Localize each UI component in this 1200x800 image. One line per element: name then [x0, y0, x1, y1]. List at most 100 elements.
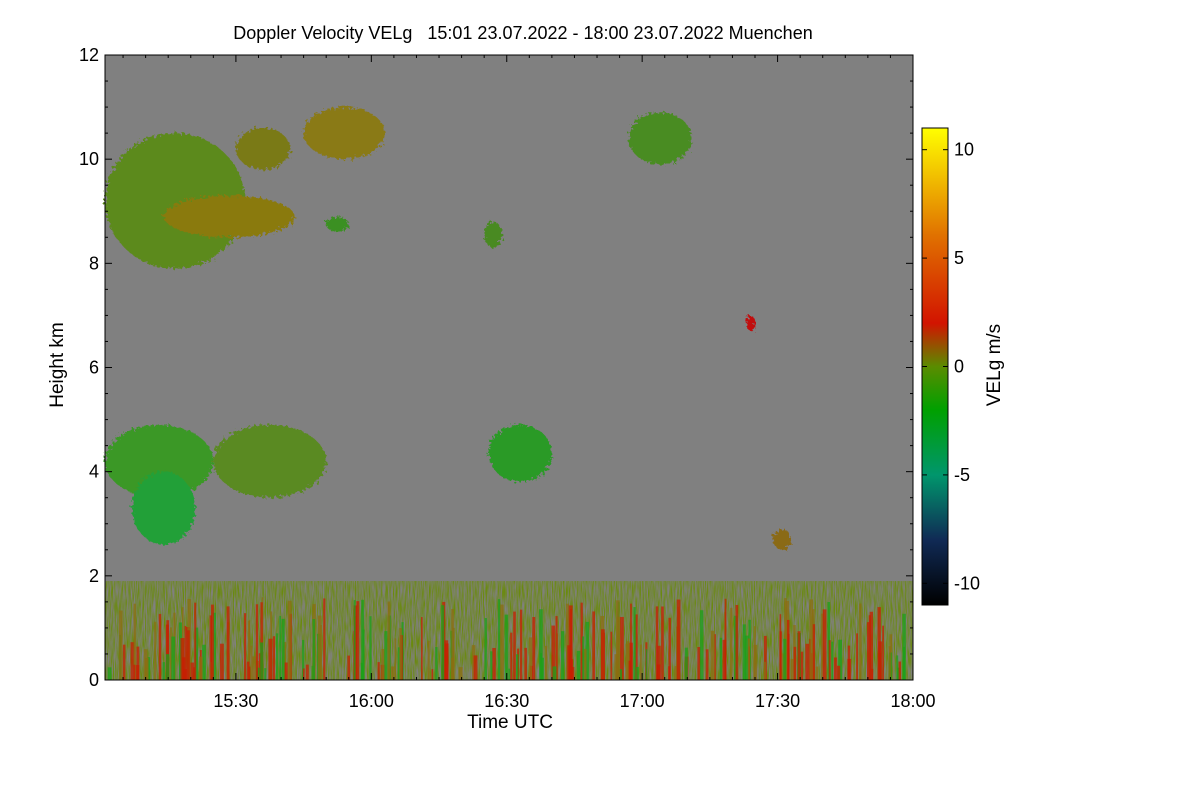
boundary-streak [513, 611, 516, 680]
boundary-streak [684, 647, 688, 680]
boundary-streak [897, 667, 900, 680]
boundary-streak [541, 657, 545, 680]
boundary-streak [831, 641, 834, 680]
boundary-streak [898, 661, 902, 680]
boundary-streak [630, 603, 632, 680]
boundary-streak [435, 647, 438, 680]
boundary-streak [592, 611, 596, 680]
boundary-streak [209, 615, 213, 680]
boundary-streak [118, 610, 123, 680]
boundary-streak [356, 601, 360, 680]
boundary-streak [264, 668, 267, 680]
x-tick-label-3: 17:00 [620, 691, 665, 711]
boundary-streak [287, 600, 292, 680]
boundary-streak [284, 662, 288, 680]
boundary-streak [639, 644, 642, 680]
boundary-streak [610, 631, 613, 680]
boundary-streak [490, 651, 493, 680]
boundary-streak [866, 622, 870, 680]
boundary-streak [187, 630, 190, 680]
boundary-streak [133, 603, 137, 680]
x-tick-label-0: 15:30 [213, 691, 258, 711]
boundary-streak [312, 619, 316, 680]
boundary-streak [793, 646, 797, 680]
boundary-streak [565, 603, 570, 680]
boundary-streak [210, 604, 214, 680]
y-axis-label: Height km [47, 322, 68, 408]
boundary-streak [545, 645, 548, 680]
colorbar-tick-label-4: -10 [954, 573, 980, 593]
boundary-streak [377, 662, 380, 680]
boundary-streak [753, 626, 756, 680]
boundary-streak [497, 599, 501, 680]
boundary-streak [484, 618, 487, 680]
boundary-streak [783, 638, 787, 680]
region-mid-cloud-streaks [213, 424, 327, 498]
boundary-streak [763, 661, 766, 680]
boundary-streak [838, 639, 843, 680]
region-red-patch-1725 [745, 315, 756, 332]
boundary-streak [122, 644, 126, 680]
boundary-streak [600, 629, 605, 680]
boundary-streak [676, 599, 681, 680]
boundary-streak [281, 618, 285, 680]
boundary-streak [719, 637, 723, 680]
boundary-streak [540, 653, 543, 680]
boundary-streak [551, 625, 556, 680]
x-axis: 15:30 16:00 16:30 17:00 17:30 18:00 [122, 55, 936, 711]
boundary-streak [882, 625, 884, 680]
boundary-streak [878, 641, 883, 680]
boundary-streak [165, 654, 170, 680]
boundary-streak [260, 602, 263, 680]
boundary-streak [260, 642, 264, 680]
boundary-streak [361, 599, 365, 680]
boundary-streak [255, 604, 259, 680]
boundary-streak [135, 665, 140, 680]
boundary-streak [763, 635, 767, 680]
boundary-streak [812, 624, 816, 680]
boundary-streak [699, 610, 704, 680]
boundary-streak [154, 621, 157, 680]
region-mid-cloud-left [105, 424, 214, 498]
boundary-streak [133, 664, 136, 680]
region-boundary-layer [105, 581, 913, 680]
y-tick-label-2: 4 [89, 462, 99, 482]
boundary-streak [585, 621, 590, 680]
boundary-streak [747, 638, 750, 680]
boundary-streak [441, 605, 445, 680]
boundary-streak [645, 649, 648, 680]
x-tick-label-4: 17:30 [755, 691, 800, 711]
boundary-streak [136, 646, 140, 680]
boundary-streak [836, 665, 841, 680]
boundary-streak [162, 662, 165, 680]
colorbar-ticks: 10 5 0 -5 -10 [922, 140, 980, 593]
boundary-streak [170, 627, 172, 680]
boundary-streak [529, 637, 533, 680]
boundary-streak [628, 660, 631, 680]
boundary-streak [561, 631, 565, 680]
boundary-streak [226, 606, 230, 680]
boundary-streak [655, 606, 659, 680]
boundary-streak [871, 668, 874, 680]
y-axis: 0 2 4 6 8 10 12 [79, 45, 913, 690]
boundary-streak [582, 636, 585, 680]
boundary-streak [427, 640, 430, 680]
boundary-streak [697, 646, 701, 680]
boundary-streak [302, 668, 305, 680]
region-upper-cloud-streak [235, 127, 291, 170]
boundary-streak [244, 613, 247, 680]
boundary-streak [184, 625, 187, 680]
boundary-streak [636, 666, 639, 680]
boundary-streak [431, 669, 434, 680]
boundary-streak [779, 614, 782, 680]
boundary-streak [302, 639, 305, 680]
chart-title: Doppler Velocity VELg 15:01 23.07.2022 -… [233, 23, 812, 43]
boundary-streak [744, 635, 749, 680]
boundary-streak [450, 657, 455, 680]
boundary-streak [193, 667, 195, 680]
y-tick-label-5: 10 [79, 149, 99, 169]
boundary-streak [869, 611, 873, 680]
boundary-streak [532, 617, 536, 680]
boundary-streak [444, 640, 449, 680]
